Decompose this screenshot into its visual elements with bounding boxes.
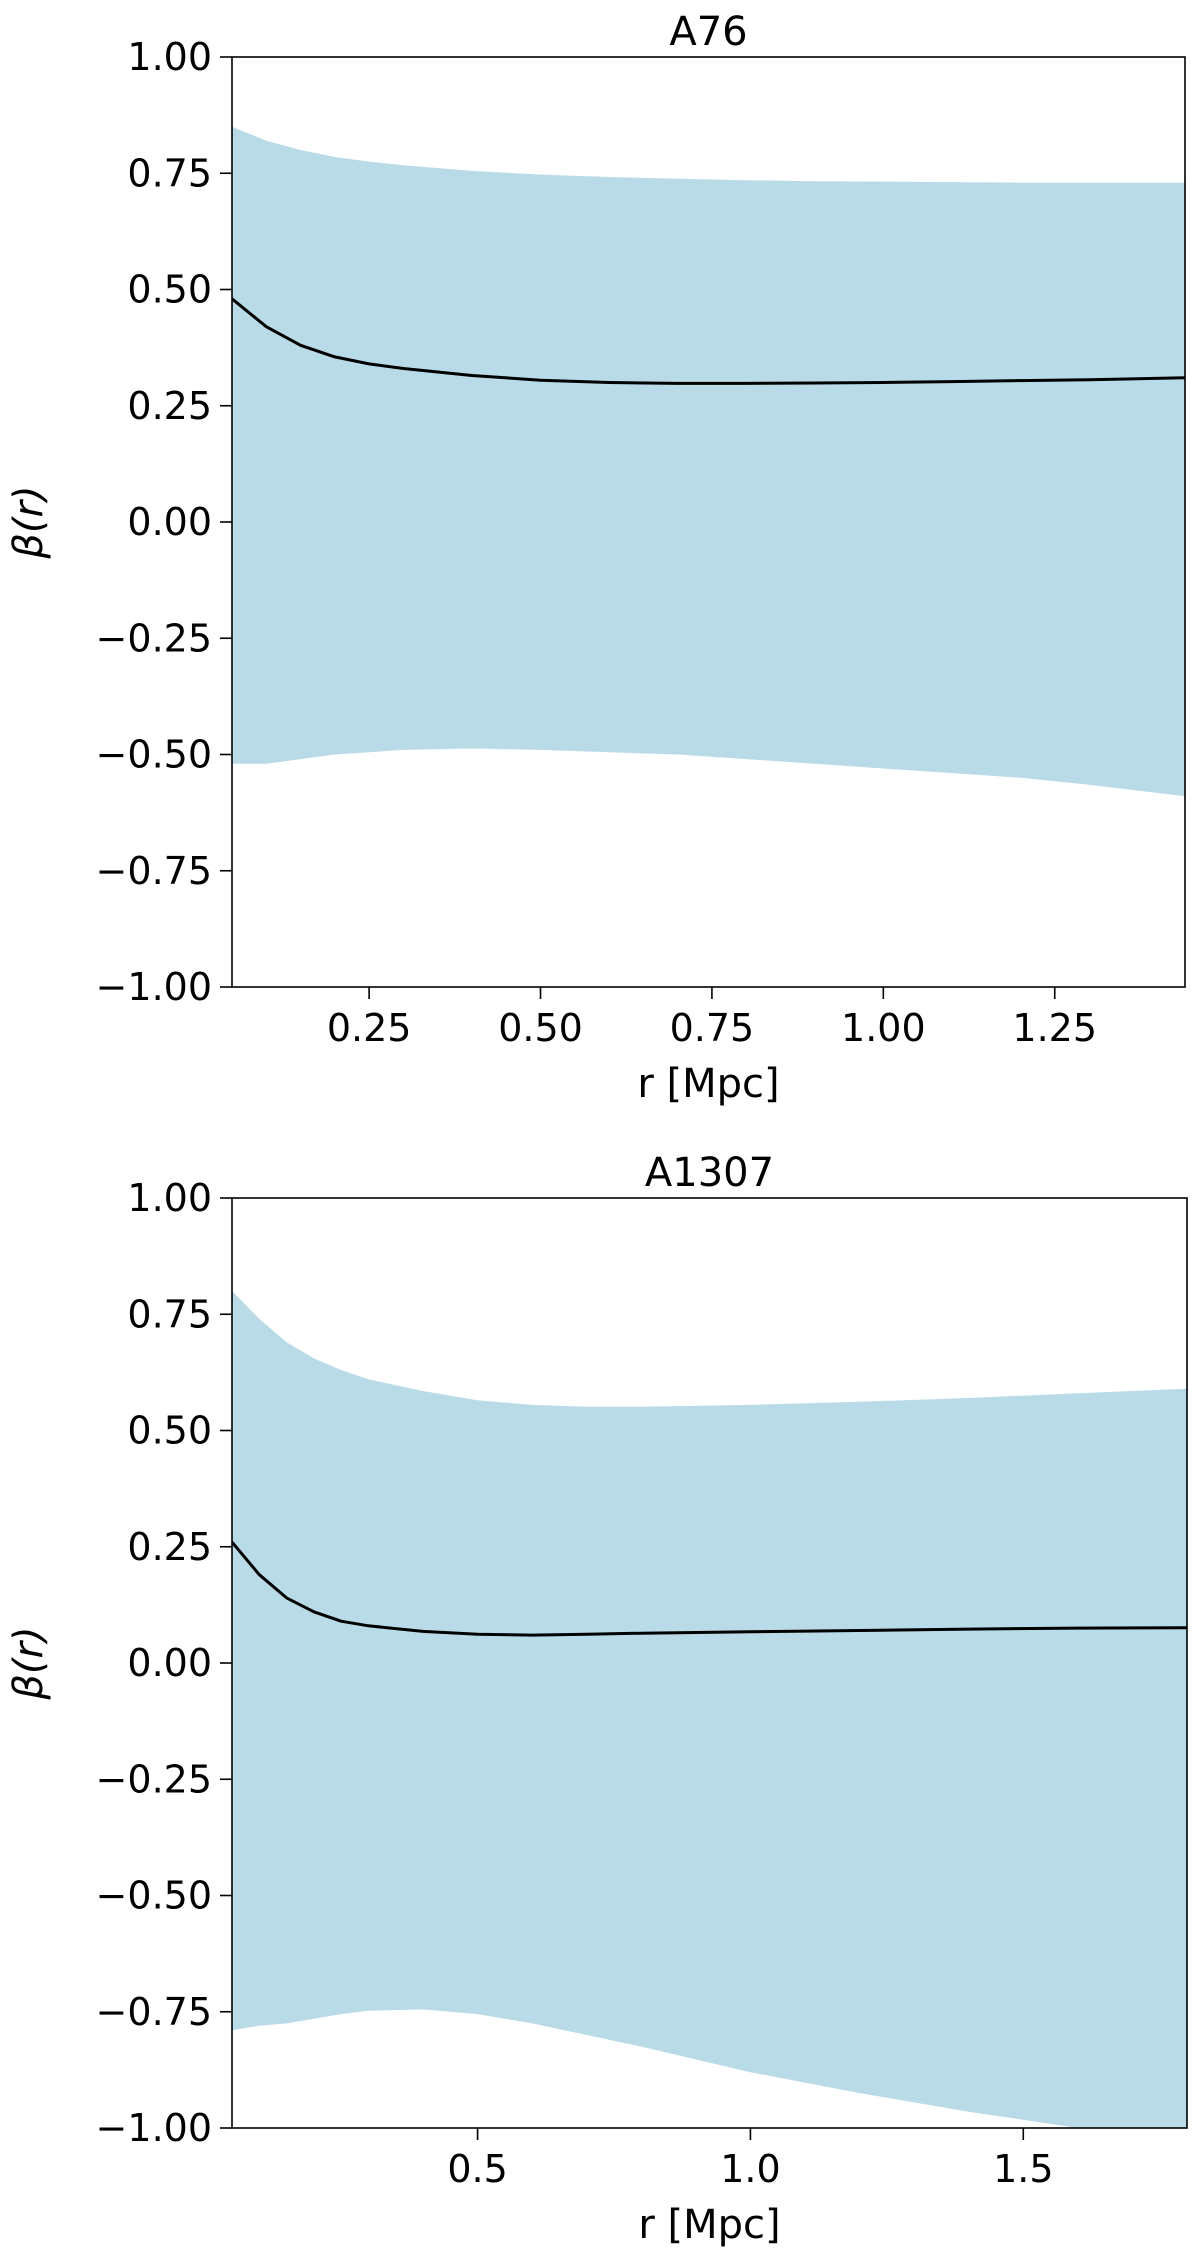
x-tick-label: 0.50 [498, 1006, 583, 1050]
y-tick-label: 1.00 [127, 1176, 212, 1220]
x-tick-label: 0.75 [670, 1006, 755, 1050]
y-axis-label: β(r) [6, 485, 52, 559]
y-tick-label: −0.50 [96, 733, 212, 777]
chart-panel-a1307: 1.00 0.75 0.50 0.25 0.00 −0.25 −0.50 −0.75 −1.00… [6, 1150, 1188, 2248]
chart-title: A76 [669, 9, 747, 55]
x-tick-label: 0.5 [447, 2147, 507, 2191]
median-line [232, 297, 1185, 385]
chart-panel-a76: 1.00 0.75 0.50 0.25 0.00 −0.25 −0.50 −0.75 −1.00… [6, 9, 1186, 1107]
x-tick-label: 1.25 [1012, 1006, 1097, 1050]
y-tick-label: −0.25 [96, 1757, 212, 1801]
y-tick-label: 0.00 [127, 500, 212, 544]
y-axis-label: β(r) [6, 1626, 52, 1700]
x-tick-label: 1.5 [993, 2147, 1053, 2191]
confidence-band [232, 126, 1185, 797]
y-tick-label: 0.50 [127, 268, 212, 312]
x-tick-label: 1.0 [720, 2147, 780, 2191]
y-tick-label: 0.25 [127, 384, 212, 428]
y-tick-label: 0.75 [127, 1292, 212, 1336]
x-tick-label: 1.00 [841, 1006, 926, 1050]
y-tick-label: −0.75 [96, 849, 212, 893]
median-line [232, 1541, 1187, 1637]
y-tick-label: 0.75 [127, 151, 212, 195]
x-axis-label: r [Mpc] [637, 1061, 779, 1107]
y-tick-label: 1.00 [127, 35, 212, 79]
x-tick-label: 0.25 [327, 1006, 412, 1050]
x-axis-label: r [Mpc] [638, 2202, 780, 2248]
y-tick-label: −0.25 [96, 616, 212, 660]
y-tick-label: 0.25 [127, 1525, 212, 1569]
chart-title: A1307 [645, 1150, 774, 1196]
confidence-band [232, 1291, 1187, 2128]
y-tick-label: −0.75 [96, 1990, 212, 2034]
y-tick-label: −1.00 [96, 965, 212, 1009]
y-tick-label: 0.00 [127, 1641, 212, 1685]
y-tick-label: −0.50 [96, 1874, 212, 1918]
y-tick-label: 0.50 [127, 1409, 212, 1453]
y-tick-label: −1.00 [96, 2106, 212, 2150]
